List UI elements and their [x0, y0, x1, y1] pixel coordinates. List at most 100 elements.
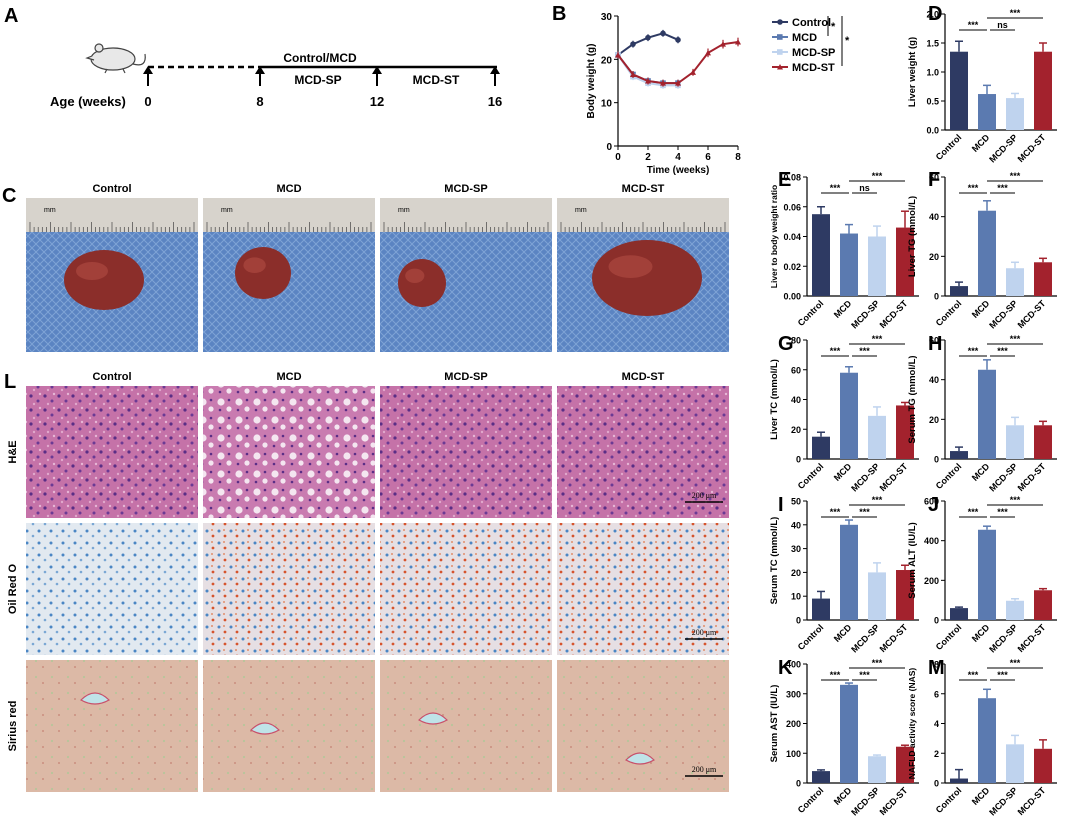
category-label: Control [796, 785, 826, 815]
liver-specimen [64, 250, 144, 310]
y-tick-label: 0.08 [783, 173, 801, 183]
y-tick-label: 0 [934, 455, 939, 465]
category-label: MCD-SP [987, 622, 1019, 654]
x-tick-label: 0 [615, 152, 621, 163]
bar [1034, 262, 1052, 296]
significance-label: *** [830, 346, 841, 356]
panel-letter-l: L [4, 371, 16, 393]
data-point [675, 80, 681, 86]
data-point [675, 37, 681, 43]
y-tick-label: 0.06 [783, 202, 801, 212]
y-axis-label: Liver weight (g) [907, 37, 918, 107]
category-label: Control [934, 622, 964, 652]
y-tick-label: 0.02 [783, 262, 801, 272]
y-tick-label: 0 [796, 616, 801, 626]
category-label: Control [934, 785, 964, 815]
timeline-tick-0: 0 [144, 94, 151, 109]
histology-row-label: Oil Red O [7, 564, 19, 615]
y-tick-label: 30 [791, 544, 801, 554]
liver-photo-row: Control mm MCD mm MCD-SP mm MCD-ST mm [26, 183, 729, 352]
y-tick-label: 0.04 [783, 232, 801, 242]
body-weight-chart: 0 10 20 30 0 2 4 6 8 Time (weeks) Body weight (g) [586, 12, 741, 176]
y-axis-label: NAFLD activity score (NAS) [907, 668, 917, 780]
timeline-label-mcd-st: MCD-ST [413, 73, 460, 87]
bar [1006, 425, 1024, 459]
category-label: Control [796, 622, 826, 652]
bar [1034, 425, 1052, 459]
panel-letter: F [928, 169, 940, 191]
category-label: MCD-ST [878, 622, 910, 654]
category-label: MCD-ST [878, 298, 910, 330]
y-tick-label: 30 [601, 12, 613, 23]
histology-image [203, 386, 375, 518]
significance-label: *** [997, 346, 1008, 356]
bar [840, 684, 858, 783]
category-label: MCD [832, 622, 854, 644]
significance-label: *** [968, 346, 979, 356]
y-tick-label: 0 [934, 616, 939, 626]
category-label: MCD-SP [849, 461, 881, 493]
bar [840, 524, 858, 620]
bar [1006, 600, 1024, 620]
bar [950, 778, 968, 783]
category-label: MCD [832, 298, 854, 320]
significance-label: ns [997, 20, 1008, 30]
scale-bar-label: 200 μm [692, 765, 717, 774]
data-point [705, 49, 711, 56]
histology-image [203, 660, 375, 792]
bar [950, 286, 968, 296]
category-label: MCD-SP [987, 298, 1019, 330]
timeline-arrow-8 [255, 66, 265, 86]
y-axis-label: Serum AST (IU/L) [769, 685, 780, 763]
y-tick-label: 80 [791, 336, 801, 346]
vessel-lumen [418, 712, 448, 725]
timeline-tick-8: 8 [256, 94, 263, 109]
bar [896, 405, 914, 459]
histology-column-title: MCD-ST [622, 371, 665, 383]
x-axis-label: Time (weeks) [647, 165, 710, 176]
category-label: Control [796, 298, 826, 328]
significance-label: *** [872, 658, 883, 668]
significance-label: *** [997, 670, 1008, 680]
liver-highlight [608, 255, 653, 278]
histology-image [557, 386, 729, 518]
histology-image [557, 523, 729, 655]
vessel-lumen [80, 692, 110, 705]
y-tick-label: 8 [934, 660, 939, 670]
significance-label: *** [968, 507, 979, 517]
y-tick-label: 400 [924, 536, 939, 546]
legend-marker [777, 49, 783, 55]
histology-image [380, 386, 552, 518]
timeline-label-mcd-sp: MCD-SP [294, 73, 341, 87]
photo-title: MCD [276, 183, 301, 195]
significance-label: *** [997, 507, 1008, 517]
bar [978, 698, 996, 783]
significance-label: *** [872, 495, 883, 505]
category-label: MCD [832, 785, 854, 807]
panel-letter: I [778, 494, 784, 516]
significance-label: * [845, 35, 850, 47]
bar [840, 372, 858, 459]
significance-label: *** [872, 334, 883, 344]
category-label: MCD-ST [1016, 785, 1048, 817]
y-axis-label: Liver to body weight ratio [769, 185, 779, 288]
liver-specimen [235, 247, 291, 299]
data-point [645, 34, 651, 41]
y-tick-label: 40 [791, 520, 801, 530]
category-label: MCD-SP [987, 461, 1019, 493]
x-tick-label: 4 [675, 152, 681, 163]
timeline-arrow-12 [372, 66, 382, 86]
y-axis-label: Serum TG (mmol/L) [907, 355, 918, 443]
y-tick-label: 400 [786, 660, 801, 670]
bar [1006, 268, 1024, 296]
significance-label: *** [997, 183, 1008, 193]
y-tick-label: 100 [786, 749, 801, 759]
panel-l: L Control MCD MCD-SP MCD-ST H&E 200 μm Oil Red… [4, 371, 729, 792]
significance-label: *** [968, 670, 979, 680]
category-label: Control [934, 461, 964, 491]
liver-specimen [592, 240, 702, 316]
histology-image [380, 660, 552, 792]
mouse-icon [85, 43, 146, 74]
